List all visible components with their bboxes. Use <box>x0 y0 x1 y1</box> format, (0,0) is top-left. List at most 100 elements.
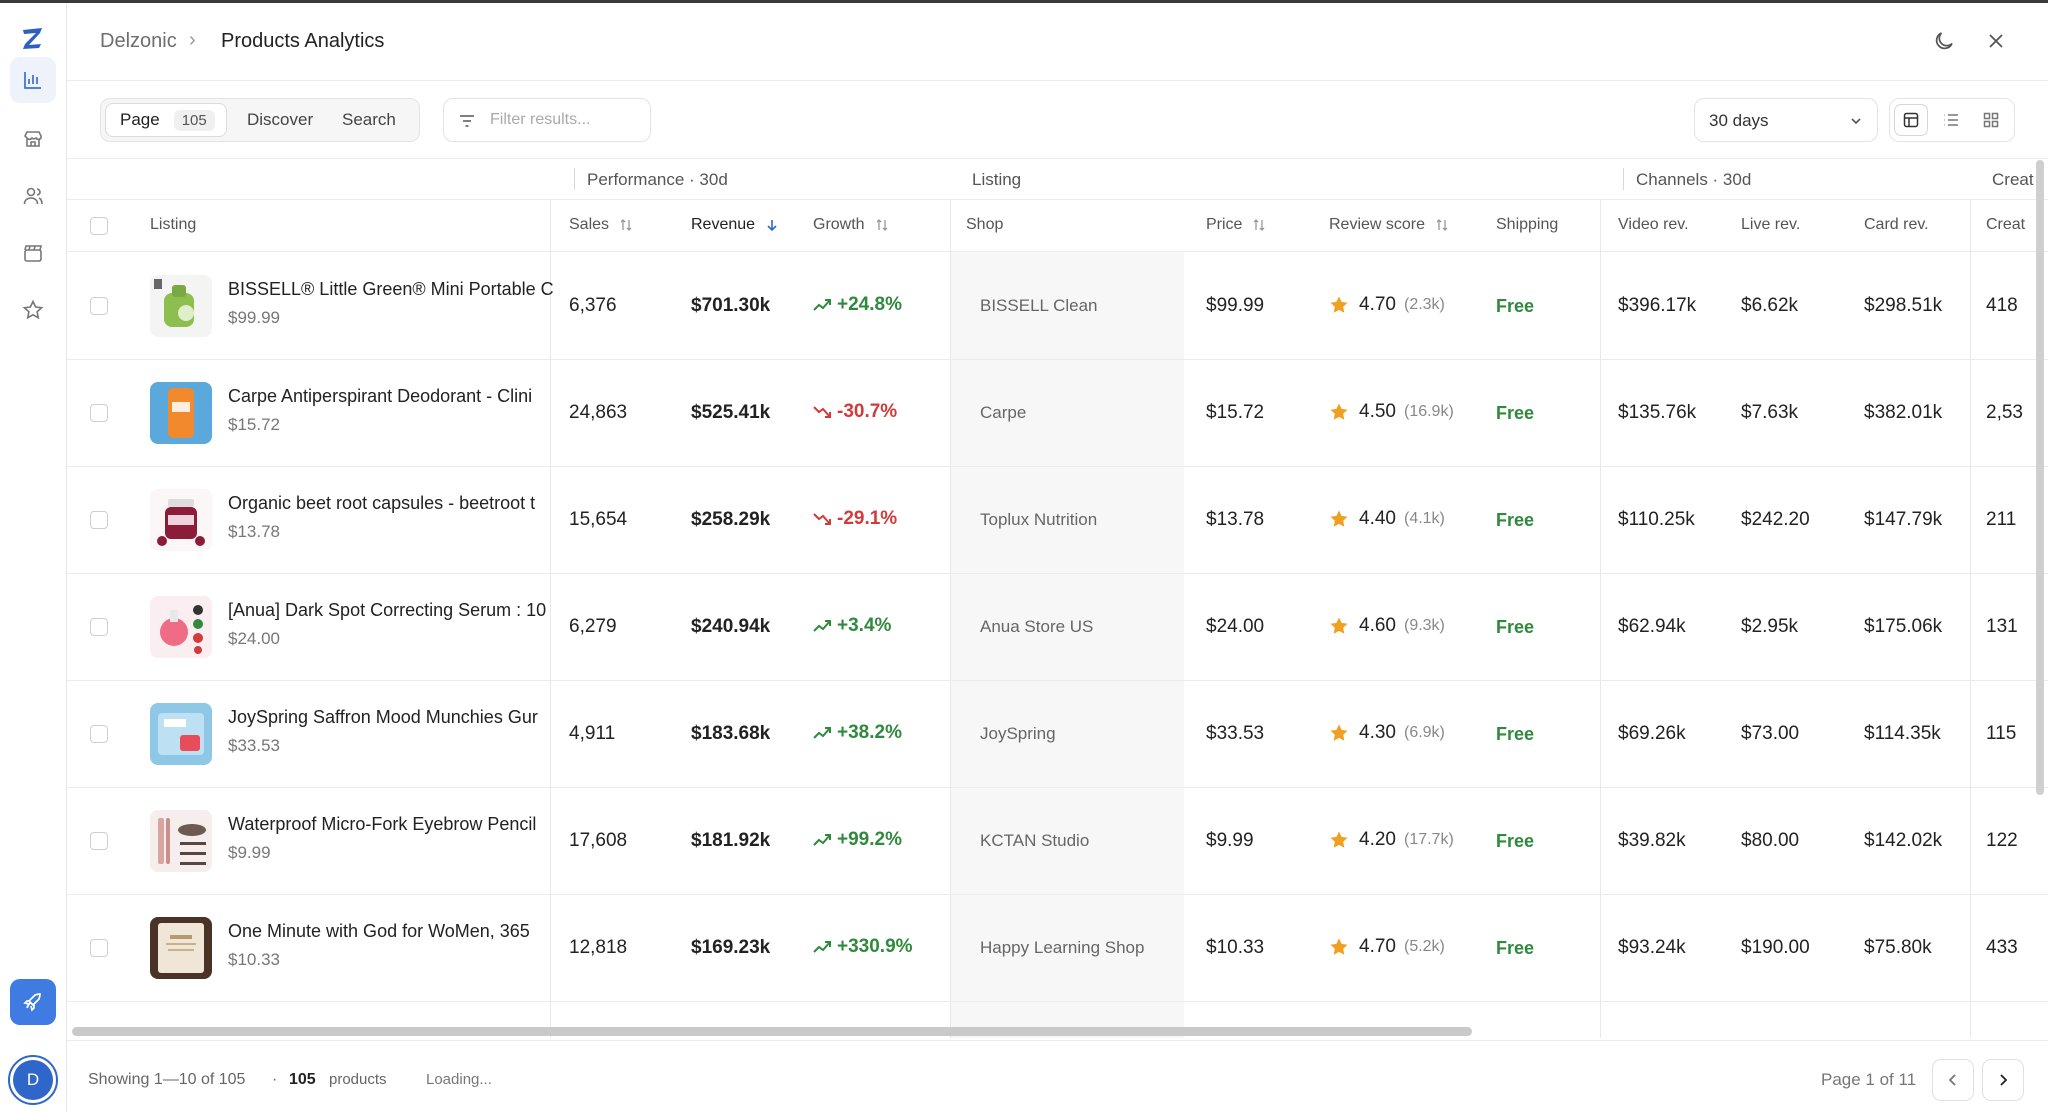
table-row[interactable]: One Minute with God for WoMen, 365 $10.33… <box>67 895 2048 1002</box>
tab-page[interactable]: Page 105 <box>105 103 227 137</box>
product-title[interactable]: BISSELL® Little Green® Mini Portable C <box>228 279 554 299</box>
product-title[interactable]: Carpe Antiperspirant Deodorant - Clini <box>228 386 533 406</box>
nav-videos[interactable] <box>10 230 56 276</box>
select-all-checkbox[interactable] <box>90 217 108 235</box>
nav-favorites[interactable] <box>10 287 56 333</box>
header-listing[interactable]: Listing <box>150 216 197 233</box>
shipping-value: Free <box>1496 724 1535 744</box>
row-checkbox[interactable] <box>90 618 108 636</box>
header-shop[interactable]: Shop <box>966 216 1004 233</box>
close-icon[interactable] <box>1984 29 2008 53</box>
sales-value: 6,279 <box>569 616 617 637</box>
shop-name[interactable]: Anua Store US <box>980 617 1094 636</box>
next-page-button[interactable] <box>1982 1059 2024 1101</box>
header-creators[interactable]: Creat <box>1986 216 2026 233</box>
product-thumbnail[interactable] <box>150 382 212 444</box>
shipping-value: Free <box>1496 403 1535 423</box>
product-thumbnail[interactable] <box>150 596 212 658</box>
header-review-score[interactable]: Review score <box>1329 216 1449 234</box>
list-view-button[interactable] <box>1934 104 1968 136</box>
header-live-rev[interactable]: Live rev. <box>1741 216 1801 233</box>
header-sales[interactable]: Sales <box>569 216 633 234</box>
sort-icon <box>876 219 888 231</box>
product-title[interactable]: Organic beet root capsules - beetroot t <box>228 493 536 513</box>
nav-analytics[interactable] <box>10 57 56 103</box>
filter-input[interactable]: Filter results... <box>443 98 651 142</box>
tab-search[interactable]: Search <box>342 110 396 129</box>
row-checkbox[interactable] <box>90 725 108 743</box>
table-row[interactable]: Organic beet root capsules - beetroot t $… <box>67 467 2048 574</box>
nav-store[interactable] <box>10 116 56 162</box>
review-score-value: 4.70 <box>1359 936 1396 957</box>
vertical-scrollbar[interactable] <box>2036 160 2044 795</box>
creators-value: 131 <box>1986 616 2018 637</box>
product-thumbnail[interactable] <box>150 810 212 872</box>
table-row[interactable]: JoySpring Saffron Mood Munchies Gur $33.5… <box>67 681 2048 788</box>
table-view-button[interactable] <box>1894 104 1928 136</box>
header-shipping[interactable]: Shipping <box>1496 216 1559 233</box>
header-video-rev[interactable]: Video rev. <box>1618 216 1689 233</box>
store-icon <box>24 131 42 147</box>
sort-desc-icon <box>767 220 777 232</box>
header-price[interactable]: Price <box>1206 216 1266 234</box>
clapperboard-icon <box>24 245 43 262</box>
sidebar: D <box>0 3 67 1112</box>
avatar[interactable]: D <box>8 1055 58 1105</box>
breadcrumb-root[interactable]: Delzonic <box>100 30 177 52</box>
table-footer: Showing 1—10 of 105 · 105 products Loadi… <box>67 1040 2048 1112</box>
moon-icon[interactable] <box>1932 29 1956 53</box>
header-growth[interactable]: Growth <box>813 216 889 234</box>
product-thumbnail[interactable] <box>150 917 212 979</box>
live-rev-value: $80.00 <box>1741 830 1800 851</box>
product-thumbnail[interactable] <box>150 489 212 551</box>
row-checkbox[interactable] <box>90 404 108 422</box>
product-title[interactable]: [Anua] Dark Spot Correcting Serum : 10 <box>228 600 547 620</box>
card-rev-value: $114.35k <box>1864 723 1941 744</box>
shop-name[interactable]: Happy Learning Shop <box>980 938 1145 957</box>
shop-name[interactable]: BISSELL Clean <box>980 296 1098 315</box>
price-value: $10.33 <box>1206 937 1265 958</box>
date-range-select[interactable]: 30 days <box>1694 98 1878 142</box>
product-title[interactable]: JoySpring Saffron Mood Munchies Gur <box>228 707 538 727</box>
shop-name[interactable]: KCTAN Studio <box>980 831 1090 850</box>
row-checkbox[interactable] <box>90 939 108 957</box>
product-title[interactable]: Waterproof Micro-Fork Eyebrow Pencil <box>228 814 537 834</box>
nav-creators[interactable] <box>10 173 56 219</box>
header-revenue[interactable]: Revenue <box>691 216 779 234</box>
row-checkbox[interactable] <box>90 297 108 315</box>
group-listing: Listing <box>972 170 1022 189</box>
shop-name[interactable]: Carpe <box>980 403 1027 422</box>
product-count-label: products <box>329 1071 387 1088</box>
header-card-rev[interactable]: Card rev. <box>1864 216 1929 233</box>
table-row[interactable]: [Anua] Dark Spot Correcting Serum : 10 $2… <box>67 574 2048 681</box>
launch-button[interactable] <box>10 979 56 1025</box>
sales-value: 12,818 <box>569 937 628 958</box>
revenue-value: $701.30k <box>691 295 771 316</box>
product-thumbnail[interactable] <box>150 703 212 765</box>
shop-column-shade <box>951 252 1184 1038</box>
table-row[interactable]: BISSELL® Little Green® Mini Portable C $9… <box>67 253 2048 360</box>
table-row[interactable]: Carpe Antiperspirant Deodorant - Clini $1… <box>67 360 2048 467</box>
shop-name[interactable]: JoySpring <box>980 724 1056 743</box>
prev-page-button[interactable] <box>1932 1059 1974 1101</box>
grid-view-button[interactable] <box>1974 104 2008 136</box>
view-tabs: Page 105 Discover Search <box>100 98 420 142</box>
review-count: (9.3k) <box>1403 617 1445 634</box>
product-thumbnail[interactable] <box>150 275 212 337</box>
date-range-value: 30 days <box>1709 111 1769 130</box>
product-title[interactable]: One Minute with God for WoMen, 365 <box>228 921 530 941</box>
column-divider <box>950 200 951 1038</box>
app-logo-icon[interactable] <box>20 25 46 51</box>
tab-discover[interactable]: Discover <box>247 110 314 129</box>
row-checkbox[interactable] <box>90 832 108 850</box>
shipping-value: Free <box>1496 617 1535 637</box>
trend-down-icon <box>813 513 831 525</box>
table-row[interactable]: Waterproof Micro-Fork Eyebrow Pencil $9.9… <box>67 788 2048 895</box>
growth-text: +330.9% <box>837 936 913 957</box>
review-score: 4.70 (2.3k) <box>1329 294 1445 316</box>
shop-name[interactable]: Toplux Nutrition <box>980 510 1098 529</box>
row-checkbox[interactable] <box>90 511 108 529</box>
growth-text: +24.8% <box>837 294 902 315</box>
column-divider <box>1600 200 1601 1038</box>
horizontal-scrollbar[interactable] <box>72 1027 1472 1036</box>
